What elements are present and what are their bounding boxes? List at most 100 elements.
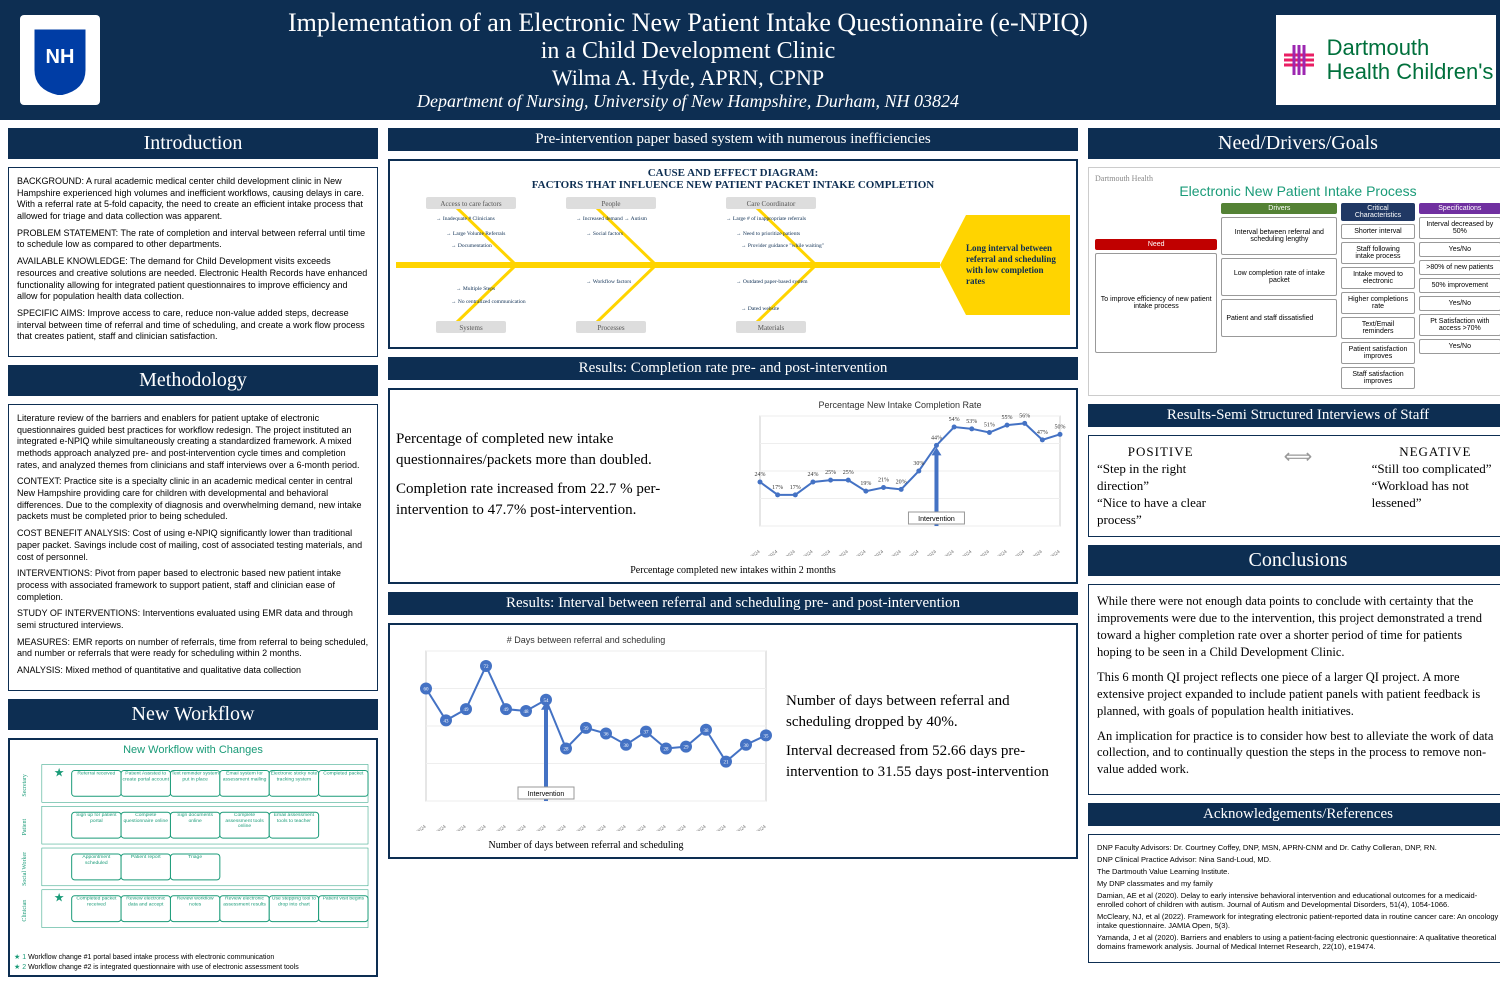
svg-text:6/10/2024: 6/10/2024 bbox=[609, 824, 628, 831]
res2-fig: # Days between referral and schedulingIn… bbox=[388, 623, 1078, 859]
svg-text:→ Documentation: → Documentation bbox=[451, 243, 492, 249]
workflow-diagram: SecretaryPatientSocial WorkerClinician★1… bbox=[14, 756, 372, 946]
intro-ak: AVAILABLE KNOWLEDGE: The demand for Chil… bbox=[17, 256, 369, 303]
svg-text:7/22/2024: 7/22/2024 bbox=[1025, 549, 1044, 556]
fish-outcome: Long interval between referral and sched… bbox=[940, 215, 1070, 315]
svg-text:47%: 47% bbox=[1037, 430, 1048, 436]
svg-text:56%: 56% bbox=[1019, 413, 1030, 419]
svg-text:30%: 30% bbox=[913, 461, 924, 467]
res1-t2: Completion rate increased from 22.7 % pe… bbox=[396, 479, 720, 521]
svg-text:37: 37 bbox=[644, 731, 650, 736]
svg-text:25%: 25% bbox=[843, 470, 854, 476]
intro-bg: BACKGROUND: A rural academic medical cen… bbox=[17, 176, 369, 223]
svg-text:24%: 24% bbox=[807, 472, 818, 478]
fish-head: Pre-intervention paper based system with… bbox=[388, 128, 1078, 151]
wf-leg1: Workflow change #1 portal based intake p… bbox=[28, 954, 274, 961]
meth-head: Methodology bbox=[8, 365, 378, 396]
svg-text:54%: 54% bbox=[949, 417, 960, 423]
drivers-brand: Dartmouth Health bbox=[1095, 174, 1500, 183]
svg-text:5/27/2024: 5/27/2024 bbox=[569, 824, 588, 831]
svg-text:28: 28 bbox=[664, 748, 670, 753]
svg-text:24%: 24% bbox=[755, 472, 766, 478]
svg-text:72: 72 bbox=[484, 665, 490, 670]
svg-text:38: 38 bbox=[704, 729, 710, 734]
svg-text:53%: 53% bbox=[966, 419, 977, 425]
svg-text:7/1/2024: 7/1/2024 bbox=[974, 549, 991, 556]
svg-text:Social Worker: Social Worker bbox=[22, 852, 28, 886]
drivers-head: Need/Drivers/Goals bbox=[1088, 128, 1500, 159]
svg-text:4/15/2024: 4/15/2024 bbox=[449, 824, 468, 831]
drivers-title: Electronic New Patient Intake Process bbox=[1095, 183, 1500, 199]
svg-text:→ No centralized communication: → No centralized communication bbox=[451, 299, 526, 305]
svg-text:→ Provider guidance "while wai: → Provider guidance "while waiting" bbox=[741, 243, 824, 249]
svg-text:7/15/2024: 7/15/2024 bbox=[1007, 549, 1026, 556]
workflow-fig: New Workflow with Changes SecretaryPatie… bbox=[8, 738, 378, 977]
title-line1: Implementation of an Electronic New Pati… bbox=[120, 8, 1256, 38]
svg-text:7/29/2024: 7/29/2024 bbox=[749, 824, 768, 831]
res2-t2: Interval decreased from 52.66 days pre-i… bbox=[786, 741, 1070, 783]
completion-chart: Percentage New Intake Completion RateInt… bbox=[730, 396, 1070, 556]
meth-ana: ANALYSIS: Mixed method of quantitative a… bbox=[17, 665, 369, 677]
svg-text:Intervention: Intervention bbox=[528, 791, 565, 798]
svg-text:17%: 17% bbox=[790, 485, 801, 491]
svg-text:50%: 50% bbox=[1055, 424, 1066, 430]
svg-text:21%: 21% bbox=[878, 478, 889, 484]
svg-text:→ Inadequate # Clinicians: → Inadequate # Clinicians bbox=[436, 216, 495, 222]
meth-soi: STUDY OF INTERVENTIONS: Interventions ev… bbox=[17, 608, 369, 631]
svg-text:→ Outdated paper-based system: → Outdated paper-based system bbox=[736, 279, 808, 285]
svg-text:51%: 51% bbox=[984, 423, 995, 429]
svg-text:7/15/2024: 7/15/2024 bbox=[709, 824, 728, 831]
svg-text:36: 36 bbox=[604, 733, 610, 738]
svg-text:54: 54 bbox=[544, 699, 550, 704]
title-dept: Department of Nursing, University of New… bbox=[120, 91, 1256, 112]
svg-text:4/29/2024: 4/29/2024 bbox=[489, 824, 508, 831]
semi-head: Results-Semi Structured Interviews of St… bbox=[1088, 404, 1500, 427]
svg-text:35: 35 bbox=[764, 734, 770, 739]
col-right: Need/Drivers/Goals Dartmouth Health Elec… bbox=[1088, 128, 1500, 992]
svg-text:4/22/2024: 4/22/2024 bbox=[795, 549, 814, 556]
interval-chart: # Days between referral and schedulingIn… bbox=[396, 631, 776, 831]
svg-text:Care Coordinator: Care Coordinator bbox=[747, 200, 796, 208]
ack-l4: My DNP classmates and my family bbox=[1097, 879, 1499, 888]
ack-box: DNP Faculty Advisors: Dr. Courtney Coffe… bbox=[1088, 834, 1500, 963]
concl-box: While there were not enough data points … bbox=[1088, 584, 1500, 795]
meth-mea: MEASURES: EMR reports on number of refer… bbox=[17, 637, 369, 660]
svg-text:5/27/2024: 5/27/2024 bbox=[884, 549, 903, 556]
svg-text:30: 30 bbox=[624, 744, 630, 749]
svg-text:4/1/2024: 4/1/2024 bbox=[744, 549, 761, 556]
res1-head: Results: Completion rate pre- and post-i… bbox=[388, 357, 1078, 380]
svg-text:→ Increased demand → Autism: → Increased demand → Autism bbox=[576, 216, 648, 222]
svg-text:60: 60 bbox=[424, 688, 430, 693]
svg-text:5/6/2024: 5/6/2024 bbox=[510, 824, 527, 831]
concl-p3: An implication for practice is to consid… bbox=[1097, 728, 1499, 779]
ref2: McCleary, NJ, et al (2022). Framework fo… bbox=[1097, 912, 1499, 930]
svg-text:44%: 44% bbox=[931, 435, 942, 441]
svg-text:Access to care factors: Access to care factors bbox=[440, 200, 501, 208]
drivers-fig: Dartmouth Health Electronic New Patient … bbox=[1088, 167, 1500, 396]
svg-text:48: 48 bbox=[524, 710, 530, 715]
svg-text:4/22/2024: 4/22/2024 bbox=[469, 824, 488, 831]
svg-text:49: 49 bbox=[504, 708, 510, 713]
svg-text:NH: NH bbox=[46, 46, 75, 68]
pos2: “Nice to have a clear process” bbox=[1097, 495, 1224, 529]
res1-t1: Percentage of completed new intake quest… bbox=[396, 429, 720, 471]
svg-text:20%: 20% bbox=[896, 479, 907, 485]
svg-text:6/3/2024: 6/3/2024 bbox=[903, 549, 920, 556]
intro-head: Introduction bbox=[8, 128, 378, 159]
svg-text:4/8/2024: 4/8/2024 bbox=[762, 549, 779, 556]
ref1: Damian, AE et al (2020). Delay to early … bbox=[1097, 891, 1499, 909]
fishbone-fig: CAUSE AND EFFECT DIAGRAM: FACTORS THAT I… bbox=[388, 159, 1078, 349]
col-mid: Pre-intervention paper based system with… bbox=[388, 128, 1078, 992]
concl-p1: While there were not enough data points … bbox=[1097, 593, 1499, 661]
res2-head: Results: Interval between referral and s… bbox=[388, 592, 1078, 615]
poster-header: NH Implementation of an Electronic New P… bbox=[0, 0, 1500, 120]
wf-leg2: Workflow change #2 is integrated questio… bbox=[28, 964, 299, 971]
ack-head: Acknowledgements/References bbox=[1088, 803, 1500, 826]
workflow-head: New Workflow bbox=[8, 699, 378, 730]
svg-text:21: 21 bbox=[724, 761, 730, 766]
pos-h: POSITIVE bbox=[1097, 444, 1224, 461]
intro-box: BACKGROUND: A rural academic medical cen… bbox=[8, 167, 378, 357]
title-author: Wilma A. Hyde, APRN, CPNP bbox=[120, 65, 1256, 91]
svg-text:Systems: Systems bbox=[459, 324, 483, 332]
svg-text:Percentage New Intake Completi: Percentage New Intake Completion Rate bbox=[818, 400, 981, 410]
